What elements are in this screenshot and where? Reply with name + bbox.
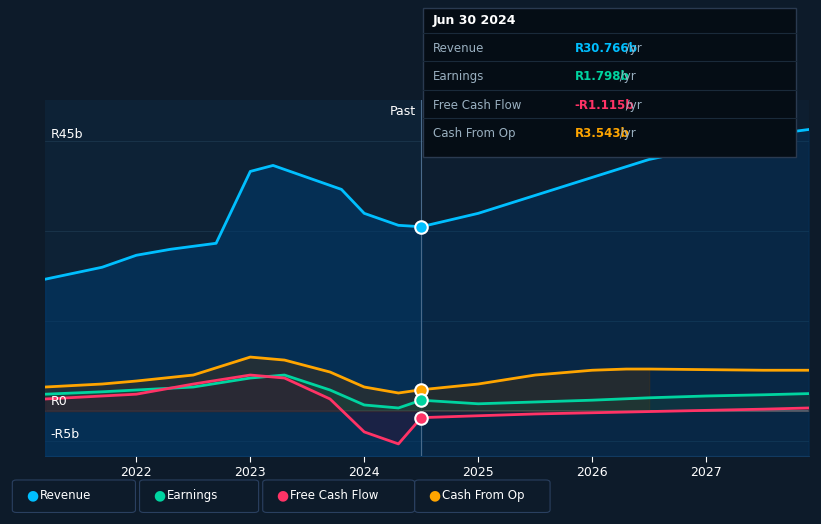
Text: Analysts Forecasts: Analysts Forecasts (427, 104, 544, 117)
Text: ●: ● (154, 488, 166, 502)
Text: Earnings: Earnings (167, 489, 218, 501)
Text: Cash From Op: Cash From Op (433, 127, 515, 140)
Text: /yr: /yr (616, 70, 635, 83)
Text: ●: ● (429, 488, 441, 502)
Text: R30.766b: R30.766b (575, 42, 638, 55)
Text: -R5b: -R5b (51, 428, 80, 441)
Text: Revenue: Revenue (39, 489, 91, 501)
Text: Earnings: Earnings (433, 70, 484, 83)
Text: Free Cash Flow: Free Cash Flow (433, 99, 521, 112)
Text: ●: ● (26, 488, 39, 502)
Text: Past: Past (389, 104, 415, 117)
Text: Cash From Op: Cash From Op (442, 489, 524, 501)
Text: /yr: /yr (622, 42, 642, 55)
Text: R3.543b: R3.543b (575, 127, 630, 140)
Text: /yr: /yr (616, 127, 635, 140)
Text: -R1.115b: -R1.115b (575, 99, 635, 112)
Text: ●: ● (277, 488, 289, 502)
Bar (421, 100, 809, 456)
Text: /yr: /yr (622, 99, 642, 112)
Bar (45, 100, 421, 456)
Text: R0: R0 (51, 395, 67, 408)
Text: Jun 30 2024: Jun 30 2024 (433, 15, 516, 27)
Text: Revenue: Revenue (433, 42, 484, 55)
Text: Free Cash Flow: Free Cash Flow (290, 489, 378, 501)
Text: R1.798b: R1.798b (575, 70, 630, 83)
Text: R45b: R45b (51, 128, 84, 141)
